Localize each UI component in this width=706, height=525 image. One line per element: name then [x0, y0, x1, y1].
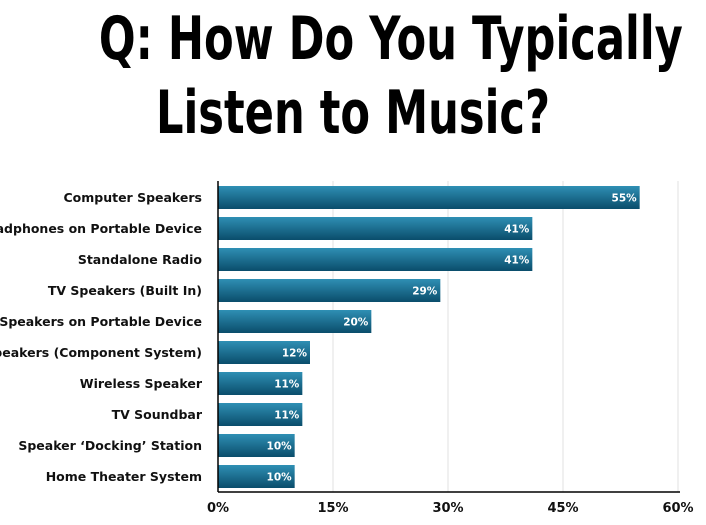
- value-label-4: 29%: [412, 286, 438, 298]
- labels: 0% 15% 30% 45% 60% Computer Speakers 55% Headph…: [0, 190, 694, 516]
- category-label-10: Home Theater System: [46, 469, 202, 484]
- category-label-8: TV Soundbar: [112, 407, 203, 422]
- bar-5: [218, 310, 372, 333]
- category-label-7: Wireless Speaker: [80, 376, 203, 391]
- bar-7: [218, 372, 303, 395]
- category-label-2: Headphones on Portable Device: [0, 221, 202, 236]
- value-label-6: 12%: [282, 348, 308, 360]
- x-tick-label-30: 30%: [432, 501, 463, 516]
- category-label-5: Speakers on Portable Device: [0, 314, 202, 329]
- value-label-10: 10%: [267, 472, 293, 484]
- axes: [217, 181, 680, 493]
- value-label-8: 11%: [274, 410, 300, 422]
- bar-1: [218, 186, 640, 209]
- category-label-9: Speaker ‘Docking’ Station: [18, 438, 202, 453]
- bar-6: [218, 341, 310, 364]
- bars: [218, 186, 640, 488]
- value-label-1: 55%: [612, 193, 638, 205]
- x-tick-label-15: 15%: [317, 501, 348, 516]
- bar-10: [218, 465, 295, 488]
- chart-title-line-1: Q: How Do You Typically: [98, 4, 683, 74]
- category-label-6: Loudspeakers (Component System): [0, 345, 202, 360]
- bar-9: [218, 434, 295, 457]
- bar-3: [218, 248, 533, 271]
- value-label-9: 10%: [267, 441, 293, 453]
- chart-title-line-2: Listen to Music?: [155, 78, 551, 148]
- chart-title: Q: How Do You Typically Listen to Music?: [98, 2, 683, 150]
- bar-8: [218, 403, 303, 426]
- x-tick-label-60: 60%: [662, 501, 693, 516]
- category-label-4: TV Speakers (Built In): [48, 283, 202, 298]
- x-tick-label-45: 45%: [547, 501, 578, 516]
- bar-4: [218, 279, 441, 302]
- value-label-3: 41%: [504, 255, 530, 267]
- x-tick-label-0: 0%: [207, 501, 229, 516]
- value-label-5: 20%: [343, 317, 369, 329]
- category-label-1: Computer Speakers: [63, 190, 202, 205]
- bar-2: [218, 217, 533, 240]
- value-label-7: 11%: [274, 379, 300, 391]
- category-label-3: Standalone Radio: [78, 252, 203, 267]
- value-label-2: 41%: [504, 224, 530, 236]
